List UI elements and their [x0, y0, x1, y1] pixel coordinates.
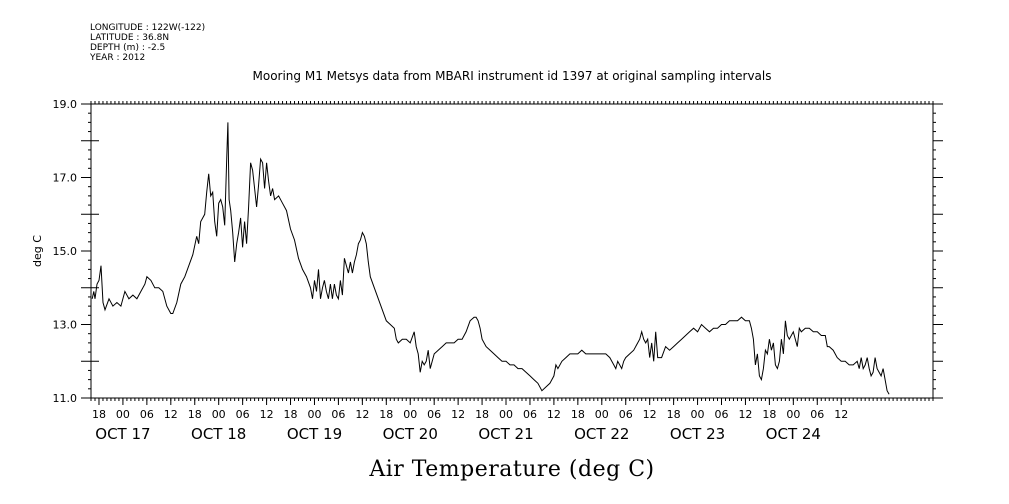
x-day-label: OCT 22: [574, 425, 629, 443]
x-tick-label: 12: [355, 408, 369, 421]
x-day-label: OCT 21: [478, 425, 533, 443]
x-tick-label: 00: [307, 408, 321, 421]
x-day-label: OCT 18: [191, 425, 246, 443]
x-tick-label: 18: [571, 408, 585, 421]
x-tick-label: 06: [427, 408, 441, 421]
x-tick-label: 18: [188, 408, 202, 421]
x-day-label: OCT 17: [95, 425, 150, 443]
y-tick-label: 19.0: [53, 98, 78, 111]
header-line-depth: DEPTH (m) : -2.5: [90, 43, 165, 53]
x-tick-label: 06: [331, 408, 345, 421]
y-axis-label: deg C: [31, 235, 44, 267]
x-tick-label: 00: [212, 408, 226, 421]
header-line-latitude: LATITUDE : 36.8N: [90, 33, 169, 43]
x-tick-label: 06: [715, 408, 729, 421]
x-tick-label: 00: [595, 408, 609, 421]
x-tick-label: 06: [523, 408, 537, 421]
x-tick-label: 18: [379, 408, 393, 421]
y-tick-label: 15.0: [53, 245, 78, 258]
header-line-year: YEAR : 2012: [89, 53, 145, 63]
header-block: LONGITUDE : 122W(-122) LATITUDE : 36.8N …: [89, 23, 205, 63]
y-tick-label: 13.0: [53, 319, 78, 332]
x-day-label: OCT 20: [383, 425, 438, 443]
x-day-label: OCT 19: [287, 425, 342, 443]
plot-frame: [90, 103, 934, 399]
x-tick-label: 00: [786, 408, 800, 421]
x-tick-label: 06: [236, 408, 250, 421]
x-tick-label: 18: [475, 408, 489, 421]
x-tick-label: 06: [619, 408, 633, 421]
x-tick-label: 12: [547, 408, 561, 421]
x-tick-label: 12: [260, 408, 274, 421]
series-line-air-temperature: [91, 122, 890, 395]
x-tick-label: 00: [116, 408, 130, 421]
x-tick-label: 00: [499, 408, 513, 421]
x-tick-label: 12: [451, 408, 465, 421]
x-tick-label: 06: [810, 408, 824, 421]
x-tick-label: 06: [140, 408, 154, 421]
x-tick-label: 18: [284, 408, 298, 421]
y-tick-label: 11.0: [53, 392, 78, 405]
x-tick-label: 18: [667, 408, 681, 421]
chart-title: Mooring M1 Metsys data from MBARI instru…: [253, 69, 772, 83]
axes: 18 00 06 12 18 00 06 12 18 00 06 12 18 00 06 12 18 00 06 12…: [53, 98, 943, 443]
x-tick-label: 12: [164, 408, 178, 421]
x-day-label: OCT 23: [670, 425, 725, 443]
x-tick-label: 12: [643, 408, 657, 421]
y-tick-label: 17.0: [53, 172, 78, 185]
x-tick-label: 12: [738, 408, 752, 421]
x-axis-label: Air Temperature (deg C): [368, 457, 654, 482]
x-day-label: OCT 24: [766, 425, 821, 443]
x-tick-label: 12: [834, 408, 848, 421]
x-tick-label: 00: [403, 408, 417, 421]
x-tick-label: 18: [92, 408, 106, 421]
x-tick-label: 00: [691, 408, 705, 421]
header-line-longitude: LONGITUDE : 122W(-122): [90, 23, 205, 33]
x-tick-label: 18: [762, 408, 776, 421]
